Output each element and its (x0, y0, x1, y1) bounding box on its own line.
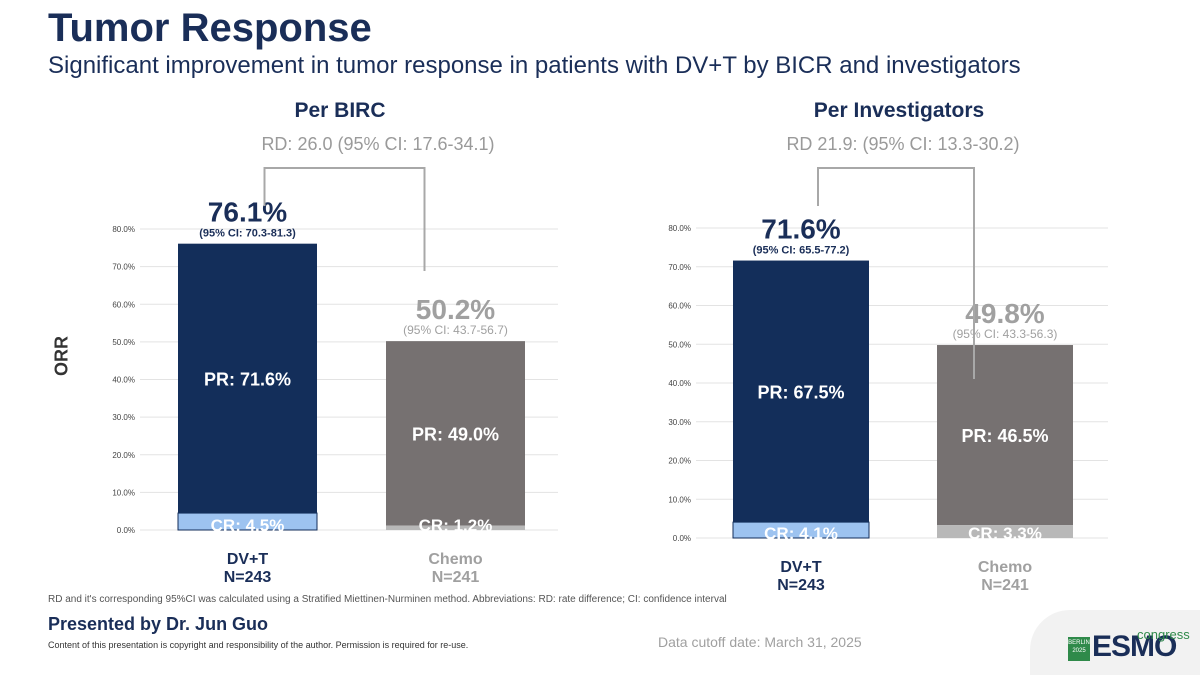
bar-cr (732, 521, 870, 539)
bar-pr (937, 345, 1073, 526)
bar-pr (733, 260, 869, 523)
y-tick-label: 0.0% (117, 526, 135, 535)
category-n: N=241 (981, 577, 1029, 594)
category-n: N=243 (777, 577, 825, 594)
y-tick-label: 0.0% (673, 534, 691, 543)
cr-label: CR: 3.3% (968, 524, 1042, 543)
y-tick-label: 50.0% (668, 340, 691, 349)
y-tick-label: 40.0% (112, 376, 135, 385)
charts-svg: 0.0% 10.0% 20.0% 30.0% 40.0% 50.0% 60.0% 70.0% 8… (112, 167, 1108, 594)
bar-cr (937, 525, 1073, 538)
y-tick-label: 80.0% (112, 225, 135, 234)
y-tick-label: 70.0% (668, 263, 691, 272)
y-tick-label: 30.0% (668, 418, 691, 427)
category-label: Chemo (428, 551, 482, 568)
category-n: N=243 (224, 569, 272, 586)
category-label: Chemo (978, 559, 1032, 576)
bar-pr (178, 243, 317, 514)
esmo-logo: ESMO (1092, 630, 1177, 663)
y-tick-label: 60.0% (112, 300, 135, 309)
y-tick-label: 10.0% (668, 495, 691, 504)
pr-label: PR: 49.0% (412, 424, 499, 444)
bar-pr (386, 341, 525, 526)
chart-title-birc: Per BIRC (294, 99, 386, 122)
cr-label: CR: 4.5% (211, 516, 285, 535)
esmo-logo-congress: congress (1137, 627, 1190, 642)
rd-label-investigators: RD 21.9: (95% CI: 13.3-30.2) (786, 134, 1020, 154)
footnote: RD and it's corresponding 95%CI was calc… (48, 594, 727, 605)
bar-cr (386, 525, 525, 530)
logo-year: 2025 (1072, 648, 1086, 654)
esmo-logo-badge: BERLIN 2025 (1068, 637, 1090, 661)
cr-label: CR: 1.2% (419, 516, 493, 535)
y-tick-label: 80.0% (668, 224, 691, 233)
total-label: 71.6% (761, 214, 840, 245)
y-tick-label: 10.0% (112, 488, 135, 497)
chart-investigators: 0.0% 10.0% 20.0% 30.0% 40.0% 50.0% 60.0% 70.0% 8… (668, 167, 1108, 594)
page-subtitle: Significant improvement in tumor respons… (48, 52, 1021, 79)
pr-label: PR: 71.6% (204, 369, 291, 389)
total-label: 50.2% (416, 294, 495, 325)
chart-title-investigators: Per Investigators (813, 99, 985, 122)
y-tick-label: 30.0% (112, 413, 135, 422)
category-label: DV+T (780, 559, 822, 576)
logo-city: BERLIN (1068, 640, 1090, 646)
pr-label: PR: 67.5% (757, 382, 844, 402)
y-tick-label: 50.0% (112, 338, 135, 347)
y-tick-label: 20.0% (112, 451, 135, 460)
pr-label: PR: 46.5% (961, 426, 1048, 446)
rd-bracket (817, 167, 975, 379)
presenter: Presented by Dr. Jun Guo (48, 614, 269, 634)
y-tick-label: 70.0% (112, 263, 135, 272)
rd-bracket (263, 167, 426, 271)
bar-cr (177, 512, 318, 531)
ci-label: (95% CI: 43.7-56.7) (403, 323, 508, 337)
y-tick-label: 60.0% (668, 302, 691, 311)
chart-birc: 0.0% 10.0% 20.0% 30.0% 40.0% 50.0% 60.0% 70.0% 8… (112, 167, 558, 586)
logo-background (1030, 610, 1200, 675)
category-label: DV+T (227, 551, 269, 568)
category-n: N=241 (432, 569, 480, 586)
ci-label: (95% CI: 70.3-81.3) (199, 228, 296, 240)
page-title: Tumor Response (48, 6, 372, 50)
total-label: 49.8% (965, 298, 1044, 329)
total-label: 76.1% (208, 197, 287, 228)
y-tick-label: 20.0% (668, 457, 691, 466)
ci-label: (95% CI: 43.3-56.3) (953, 327, 1058, 341)
ci-label: (95% CI: 65.5-77.2) (753, 245, 850, 257)
cr-label: CR: 4.1% (764, 524, 838, 543)
data-cutoff-date: Data cutoff date: March 31, 2025 (658, 634, 862, 650)
copyright-notice: Content of this presentation is copyrigh… (48, 640, 469, 650)
y-tick-label: 40.0% (668, 379, 691, 388)
rd-label-birc: RD: 26.0 (95% CI: 17.6-34.1) (261, 134, 495, 154)
